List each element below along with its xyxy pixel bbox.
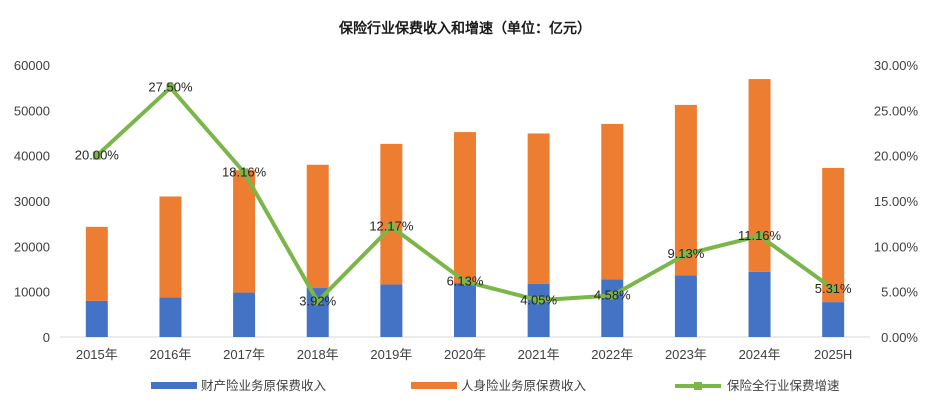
left-tick-label-0: 0 [43,330,50,345]
bar-property-2[interactable] [233,292,256,337]
growth-point-0[interactable] [92,151,101,160]
right-tick-label-6: 30.00% [874,58,919,73]
growth-point-1[interactable] [166,83,175,92]
bar-life-3[interactable] [306,164,329,289]
x-tick-label-2: 2017年 [223,347,265,362]
x-tick-label-6: 2021年 [518,347,560,362]
x-tick-label-1: 2016年 [149,347,191,362]
left-tick-label-4: 40000 [14,149,50,164]
x-tick-label-10: 2025H [814,347,852,362]
bars-layer [85,79,845,337]
left-tick-label-3: 30000 [14,194,50,209]
growth-label-7: 4.58% [594,287,631,302]
legend-label-growth: 保险全行业保费增速 [727,378,840,393]
growth-point-2[interactable] [240,168,249,177]
x-tick-label-9: 2024年 [739,347,781,362]
bar-life-10[interactable] [822,167,845,303]
x-tick-label-3: 2018年 [297,347,339,362]
chart-title: 保险行业保费收入和增速（单位：亿元） [338,20,591,37]
growth-point-7[interactable] [608,291,617,300]
left-tick-label-5: 50000 [14,103,50,118]
left-tick-label-1: 10000 [14,285,50,300]
legend-item-growth[interactable]: 保险全行业保费增速 [675,378,840,393]
x-tick-label-7: 2022年 [591,347,633,362]
left-tick-label-2: 20000 [14,239,50,254]
bar-life-1[interactable] [159,196,182,298]
growth-label-1: 27.50% [148,80,193,95]
growth-label-4: 12.17% [369,219,414,234]
growth-label-3: 3.92% [299,293,336,308]
bar-property-10[interactable] [822,302,845,337]
growth-point-4[interactable] [387,222,396,231]
left-y-axis: 0 10000 20000 30000 40000 50000 60000 [14,58,50,345]
right-tick-label-5: 25.00% [874,103,919,118]
x-tick-label-8: 2023年 [665,347,707,362]
right-tick-label-2: 10.00% [874,239,919,254]
growth-point-6[interactable] [534,296,543,305]
legend-label-life: 人身险业务原保费收入 [461,378,587,393]
bar-life-9[interactable] [748,79,771,272]
bar-property-9[interactable] [748,271,771,337]
right-tick-label-3: 15.00% [874,194,919,209]
right-tick-label-4: 20.00% [874,149,919,164]
x-tick-label-5: 2020年 [444,347,486,362]
growth-label-9: 11.16% [738,228,782,243]
growth-label-8: 9.13% [667,246,704,261]
bar-life-5[interactable] [454,132,476,284]
right-tick-label-1: 5.00% [881,285,918,300]
bar-life-6[interactable] [527,133,550,284]
x-axis: 2015年 2016年 2017年 2018年 2019年 2020年 2021年 2022年… [76,347,852,362]
right-y-axis: 0.00% 5.00% 10.00% 15.00% 20.00% 25.00% 30.00% [874,58,919,345]
bar-life-2[interactable] [233,170,256,293]
legend-marker-growth [694,382,702,390]
growth-label-0: 20.00% [75,148,120,163]
growth-point-3[interactable] [313,297,322,306]
labels-layer: 20.00% 27.50% 18.16% 3.92% 12.17% 6.13% 4.05% 4… [75,80,852,309]
line-layer [92,83,838,306]
bar-property-8[interactable] [674,275,697,337]
growth-point-9[interactable] [755,231,764,240]
left-tick-label-6: 60000 [14,58,50,73]
bar-property-5[interactable] [454,283,476,337]
growth-point-8[interactable] [681,250,690,259]
legend: 财产险业务原保费收入 人身险业务原保费收入 保险全行业保费增速 [151,378,840,393]
bar-life-4[interactable] [380,143,403,285]
legend-item-property[interactable]: 财产险业务原保费收入 [151,378,327,393]
bar-property-3[interactable] [306,288,329,337]
legend-item-life[interactable]: 人身险业务原保费收入 [411,378,587,393]
bar-life-7[interactable] [601,123,624,280]
growth-label-10: 5.31% [815,281,852,296]
growth-label-2: 18.16% [222,164,267,179]
x-tick-label-0: 2015年 [76,347,118,362]
growth-point-10[interactable] [829,284,838,293]
growth-label-5: 6.13% [447,273,484,288]
legend-label-property: 财产险业务原保费收入 [201,378,327,393]
right-tick-label-0: 0.00% [881,330,918,345]
bar-life-0[interactable] [85,226,108,301]
bar-life-8[interactable] [674,104,697,276]
x-tick-label-4: 2019年 [370,347,412,362]
bar-property-4[interactable] [380,284,403,337]
bar-property-0[interactable] [85,300,108,337]
bar-property-1[interactable] [159,297,182,337]
legend-swatch-property [151,382,197,389]
legend-swatch-life [411,382,457,389]
growth-label-6: 4.05% [520,292,557,307]
growth-point-5[interactable] [461,277,469,286]
